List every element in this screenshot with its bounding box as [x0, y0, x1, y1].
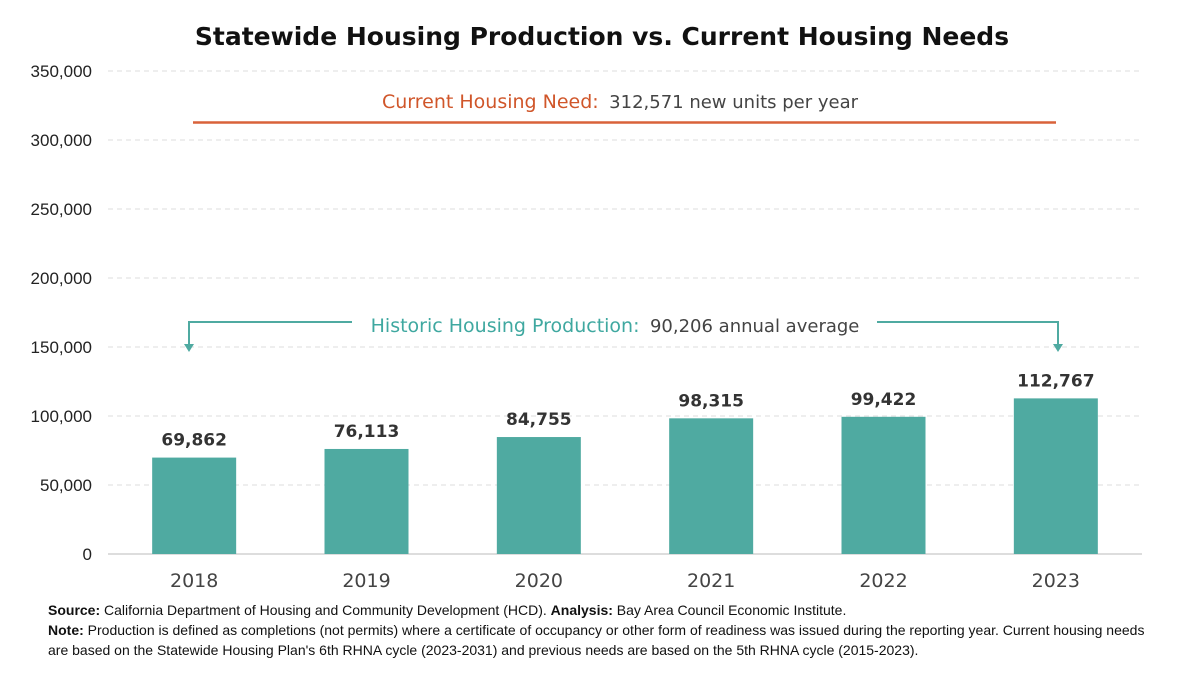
chart-footer: Source: California Department of Housing…	[48, 600, 1158, 660]
bar-2021	[669, 418, 754, 554]
historic-arrowhead-left	[184, 344, 194, 352]
analysis-label: Analysis:	[550, 602, 613, 618]
bar-2023	[1013, 398, 1098, 554]
y-tick-label: 350,000	[31, 62, 92, 81]
historic-text: 90,206 annual average	[650, 316, 859, 337]
x-tick-label: 2018	[170, 570, 218, 592]
x-tick-label: 2021	[687, 570, 735, 592]
y-tick-label: 0	[83, 545, 92, 564]
note-label: Note:	[48, 622, 84, 638]
housing-chart: Statewide Housing Production vs. Current…	[31, 22, 1142, 592]
y-tick-label: 200,000	[31, 269, 92, 288]
current-need-text: 312,571 new units per year	[609, 92, 858, 113]
x-axis-ticks: 2018 2019 2020 2021 2022 2023	[170, 570, 1080, 592]
historic-label: Historic Housing Production:	[371, 315, 640, 337]
bar-value-label: 99,422	[851, 390, 917, 410]
bar-value-label: 76,113	[334, 422, 400, 442]
bars	[152, 398, 1098, 554]
y-axis-ticks: 0 50,000 100,000 150,000 200,000 250,000 300,0…	[31, 62, 92, 564]
bar-value-label: 69,862	[161, 431, 227, 451]
historic-annotation: Historic Housing Production: 90,206 annu…	[371, 315, 860, 337]
chart-title: Statewide Housing Production vs. Current…	[195, 22, 1009, 51]
bar-2018	[152, 457, 237, 554]
historic-arrowhead-right	[1053, 344, 1063, 352]
y-tick-label: 100,000	[31, 407, 92, 426]
source-text: California Department of Housing and Com…	[104, 602, 547, 618]
source-label: Source:	[48, 602, 101, 618]
bar-value-labels: 69,862 76,113 84,755 98,315 99,422 112,767	[161, 371, 1094, 450]
note-text: Production is defined as completions (no…	[48, 622, 1145, 658]
x-tick-label: 2022	[859, 570, 907, 592]
bar-value-label: 84,755	[506, 410, 572, 430]
source-line: Source: California Department of Housing…	[48, 600, 1158, 620]
bar-2019	[324, 448, 409, 554]
x-tick-label: 2020	[515, 570, 563, 592]
analysis-text: Bay Area Council Economic Institute.	[616, 602, 847, 618]
current-need-label: Current Housing Need:	[382, 91, 599, 113]
historic-arrow-right	[877, 321, 1059, 346]
bar-value-label: 98,315	[678, 391, 744, 411]
x-tick-label: 2019	[342, 570, 390, 592]
y-tick-label: 50,000	[40, 476, 92, 495]
bar-2020	[496, 437, 581, 554]
bar-2022	[841, 416, 926, 554]
bar-value-label: 112,767	[1017, 371, 1094, 391]
y-tick-label: 300,000	[31, 131, 92, 150]
y-tick-label: 250,000	[31, 200, 92, 219]
historic-arrow-left	[188, 321, 352, 346]
note-line: Note: Production is defined as completio…	[48, 620, 1158, 660]
current-need-annotation: Current Housing Need: 312,571 new units …	[382, 91, 859, 113]
gridlines	[108, 70, 1142, 486]
x-tick-label: 2023	[1032, 570, 1080, 592]
y-tick-label: 150,000	[31, 338, 92, 357]
